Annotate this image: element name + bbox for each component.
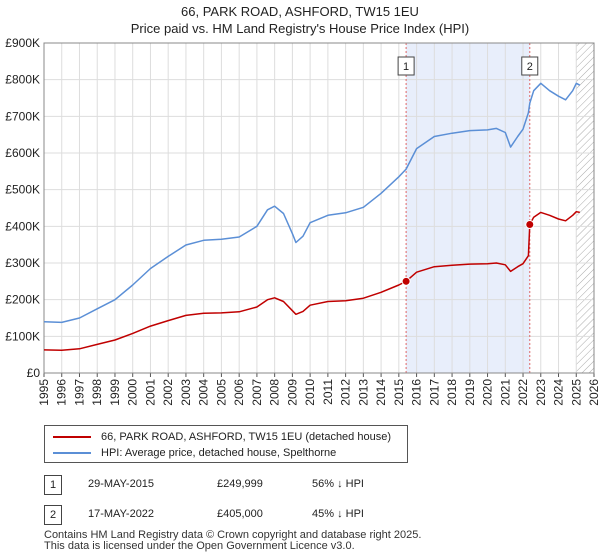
sale-number-badge: 2 — [44, 505, 62, 525]
y-tick-label: £600K — [5, 146, 40, 160]
x-tick-label: 2013 — [356, 379, 370, 406]
x-tick-label: 1997 — [72, 379, 86, 406]
x-tick-label: 2008 — [268, 379, 282, 406]
x-tick-label: 2021 — [498, 379, 512, 406]
sale-marker-box — [397, 56, 415, 76]
legend: 66, PARK ROAD, ASHFORD, TW15 1EU (detach… — [44, 425, 408, 463]
x-tick-label: 2023 — [534, 379, 548, 406]
chart-subtitle-line: Price paid vs. HM Land Registry's House … — [130, 21, 470, 36]
legend-swatch-hpi — [53, 452, 91, 454]
x-tick-label: 2020 — [481, 379, 495, 406]
y-tick-label: £100K — [5, 329, 40, 343]
y-tick-label: £0 — [27, 366, 41, 380]
x-tick-label: 2001 — [143, 379, 157, 406]
x-tick-label: 1999 — [108, 379, 122, 406]
chart-title-line: 66, PARK ROAD, ASHFORD, TW15 1EU — [181, 4, 419, 19]
x-tick-label: 2012 — [339, 379, 353, 406]
x-tick-label: 2010 — [303, 379, 317, 406]
sale-marker-box — [521, 56, 539, 76]
sale-price: £249,999 — [217, 478, 263, 490]
x-tick-label: 2009 — [285, 379, 299, 406]
ownership-shade — [406, 43, 530, 373]
sale-point — [525, 220, 535, 229]
x-tick-label: 2000 — [126, 379, 140, 406]
x-tick-label: 2019 — [463, 379, 477, 406]
x-tick-label: 2018 — [445, 379, 459, 406]
y-tick-label: £300K — [5, 256, 40, 270]
sale-date: 29-MAY-2015 — [88, 478, 155, 490]
y-tick-label: £900K — [5, 36, 40, 50]
x-tick-label: 2015 — [392, 379, 406, 406]
x-tick-label: 2024 — [552, 379, 566, 406]
legend-swatch-property — [53, 436, 91, 438]
sale-price: £405,000 — [217, 508, 263, 520]
x-tick-label: 1996 — [55, 379, 69, 406]
legend-label-hpi: HPI: Average price, detached house, Spel… — [101, 447, 337, 459]
sale-number-badge: 1 — [44, 475, 62, 495]
price-chart: £0 £100K £200K £300K £400K £500K £600K £700K £80… — [5, 36, 600, 406]
y-tick-label: £400K — [5, 219, 40, 233]
x-tick-label: 2004 — [197, 379, 211, 406]
x-tick-label: 2025 — [569, 379, 583, 406]
x-tick-label: 2002 — [161, 379, 175, 406]
legend-item-hpi: HPI: Average price, detached house, Spel… — [53, 445, 336, 461]
future-hatch — [576, 43, 594, 373]
x-tick-label: 2005 — [214, 379, 228, 406]
y-tick-label: £800K — [5, 73, 40, 87]
sale-hpi-diff: 56% ↓ HPI — [312, 478, 364, 490]
x-tick-label: 2003 — [179, 379, 193, 406]
x-tick-label: 1998 — [90, 379, 104, 406]
x-tick-label: 2016 — [410, 379, 424, 406]
x-tick-label: 2011 — [321, 379, 335, 405]
chart-title: 66, PARK ROAD, ASHFORD, TW15 1EU Price p… — [0, 3, 600, 37]
sale-marker-label: 2 — [527, 61, 533, 73]
y-tick-label: £500K — [5, 183, 40, 197]
x-tick-label: 2026 — [587, 379, 600, 406]
legend-item-property: 66, PARK ROAD, ASHFORD, TW15 1EU (detach… — [53, 429, 391, 445]
plot-frame — [43, 42, 595, 374]
x-tick-label: 2022 — [516, 379, 530, 406]
sale-row: 2 17-MAY-2022 £405,000 45% ↓ HPI — [44, 505, 444, 525]
sale-row: 1 29-MAY-2015 £249,999 56% ↓ HPI — [44, 475, 444, 495]
x-tick-label: 2007 — [250, 379, 264, 406]
x-tick-label: 2006 — [232, 379, 246, 406]
x-tick-label: 1995 — [37, 379, 51, 406]
sale-date: 17-MAY-2022 — [88, 508, 155, 520]
sale-point — [401, 276, 411, 286]
legend-label-property: 66, PARK ROAD, ASHFORD, TW15 1EU (detach… — [101, 431, 391, 443]
y-tick-label: £700K — [5, 109, 40, 123]
hpi-line — [43, 82, 581, 324]
sale-hpi-diff: 45% ↓ HPI — [312, 508, 364, 520]
sale-marker-label: 1 — [403, 61, 409, 73]
footer-line: This data is licensed under the Open Gov… — [44, 540, 355, 552]
x-tick-label: 2014 — [374, 379, 388, 406]
x-tick-label: 2017 — [427, 379, 441, 406]
footer-line: Contains HM Land Registry data © Crown c… — [44, 529, 422, 541]
footer-attribution: Contains HM Land Registry data © Crown c… — [44, 530, 421, 552]
y-tick-label: £200K — [5, 293, 40, 307]
